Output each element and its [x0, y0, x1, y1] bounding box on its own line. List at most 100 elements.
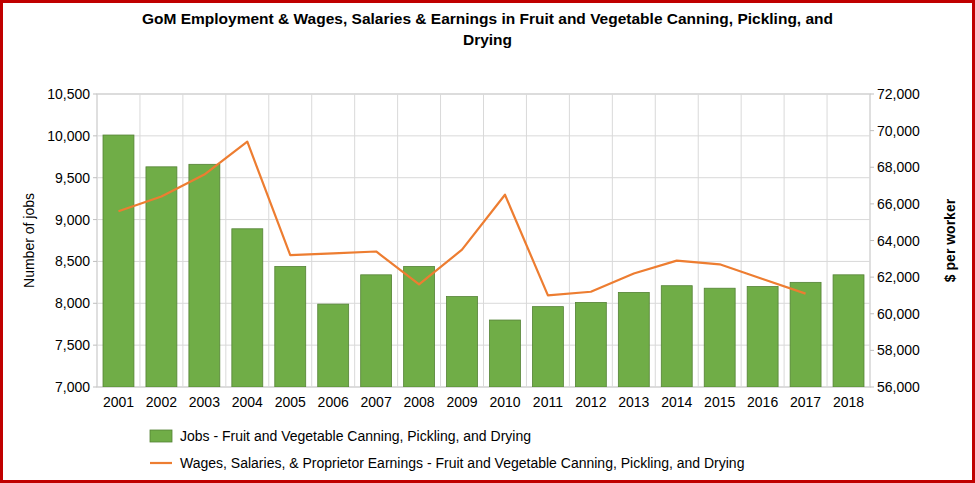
bar	[189, 164, 220, 387]
bar	[790, 282, 821, 387]
legend-swatch	[150, 430, 172, 442]
x-tick-label: 2015	[704, 394, 735, 410]
x-tick-label: 2005	[275, 394, 306, 410]
y2-tick-label: 60,000	[877, 306, 920, 322]
marks	[103, 135, 864, 387]
bar	[232, 229, 263, 387]
legend-label: Jobs - Fruit and Vegetable Canning, Pick…	[180, 428, 531, 444]
vertical-grid-line	[784, 94, 785, 387]
legend-swatch	[150, 462, 172, 464]
y-tick-label: 10,000	[47, 128, 90, 144]
grid-line	[97, 94, 870, 95]
bar	[704, 288, 735, 387]
x-tick-label: 2003	[189, 394, 220, 410]
vertical-grid-line	[612, 94, 613, 387]
vertical-grid-line	[225, 94, 226, 387]
vertical-grid-line	[354, 94, 355, 387]
tick	[93, 177, 97, 178]
y2-tick-label: 70,000	[877, 123, 920, 139]
bar	[490, 320, 521, 387]
tick	[93, 387, 97, 388]
y-tick-label: 9,000	[55, 212, 90, 228]
y2-tick-label: 56,000	[877, 379, 920, 395]
x-tick-label: 2017	[790, 394, 821, 410]
x-tick-label: 2010	[489, 394, 520, 410]
vertical-grid-line	[698, 94, 699, 387]
bar	[318, 304, 349, 387]
tick	[93, 135, 97, 136]
x-tick-label: 2013	[618, 394, 649, 410]
y-axis-label: Number of jobs	[21, 193, 37, 288]
tick	[870, 313, 874, 314]
legend-label: Wages, Salaries, & Proprietor Earnings -…	[180, 455, 744, 471]
y2-tick-label: 62,000	[877, 269, 920, 285]
bar	[575, 302, 606, 387]
title-line: GoM Employment & Wages, Salaries & Earni…	[142, 10, 833, 27]
x-tick-label: 2009	[446, 394, 477, 410]
tick	[93, 345, 97, 346]
x-tick-label: 2014	[661, 394, 692, 410]
chart: GoM Employment & Wages, Salaries & Earni…	[0, 0, 975, 483]
background	[0, 0, 975, 483]
vertical-grid-line	[526, 94, 527, 387]
x-tick-label: 2018	[833, 394, 864, 410]
x-tick-label: 2001	[103, 394, 134, 410]
grid-line	[97, 135, 870, 136]
x-tick-label: 2002	[146, 394, 177, 410]
tick	[93, 261, 97, 262]
bar	[275, 266, 306, 387]
vertical-grid-line	[741, 94, 742, 387]
y-tick-label: 10,500	[47, 86, 90, 102]
y2-tick-label: 66,000	[877, 196, 920, 212]
y-tick-label: 8,500	[55, 253, 90, 269]
bar	[618, 292, 649, 387]
vertical-grid-line	[440, 94, 441, 387]
tick	[93, 219, 97, 220]
bar	[661, 286, 692, 387]
vertical-grid-line	[139, 94, 140, 387]
title-line: Drying	[463, 31, 512, 48]
tick	[870, 240, 874, 241]
bar	[833, 275, 864, 387]
tick	[870, 167, 874, 168]
bar	[532, 307, 563, 387]
y2-tick-label: 68,000	[877, 159, 920, 175]
x-tick-label: 2006	[318, 394, 349, 410]
x-tick-label: 2004	[232, 394, 263, 410]
tick	[870, 350, 874, 351]
x-tick-label: 2016	[747, 394, 778, 410]
tick	[93, 94, 97, 95]
y2-tick-label: 64,000	[877, 233, 920, 249]
vertical-grid-line	[827, 94, 828, 387]
y-tick-label: 7,500	[55, 337, 90, 353]
title: GoM Employment & Wages, Salaries & Earni…	[142, 10, 833, 48]
bar	[361, 275, 392, 387]
vertical-grid-line	[182, 94, 183, 387]
vertical-grid-line	[397, 94, 398, 387]
bar	[103, 135, 134, 387]
x-tick-label: 2008	[404, 394, 435, 410]
tick	[870, 387, 874, 388]
tick	[870, 277, 874, 278]
vertical-grid-line	[569, 94, 570, 387]
vertical-grid-line	[655, 94, 656, 387]
x-tick-label: 2012	[575, 394, 606, 410]
y-tick-label: 9,500	[55, 170, 90, 186]
tick	[870, 203, 874, 204]
y-tick-label: 8,000	[55, 295, 90, 311]
bar	[747, 287, 778, 387]
y-tick-label: 7,000	[55, 379, 90, 395]
x-tick-label: 2007	[361, 394, 392, 410]
frame	[2, 2, 974, 482]
vertical-grid-line	[311, 94, 312, 387]
vertical-grid-line	[483, 94, 484, 387]
plot-area	[97, 94, 870, 387]
tick	[93, 303, 97, 304]
y2-axis-label: $ per worker	[942, 198, 958, 282]
tick	[870, 130, 874, 131]
line	[118, 142, 805, 296]
x-tick-label: 2011	[533, 394, 563, 410]
tick	[870, 94, 874, 95]
bar	[447, 297, 478, 387]
y2-tick-label: 72,000	[877, 86, 920, 102]
